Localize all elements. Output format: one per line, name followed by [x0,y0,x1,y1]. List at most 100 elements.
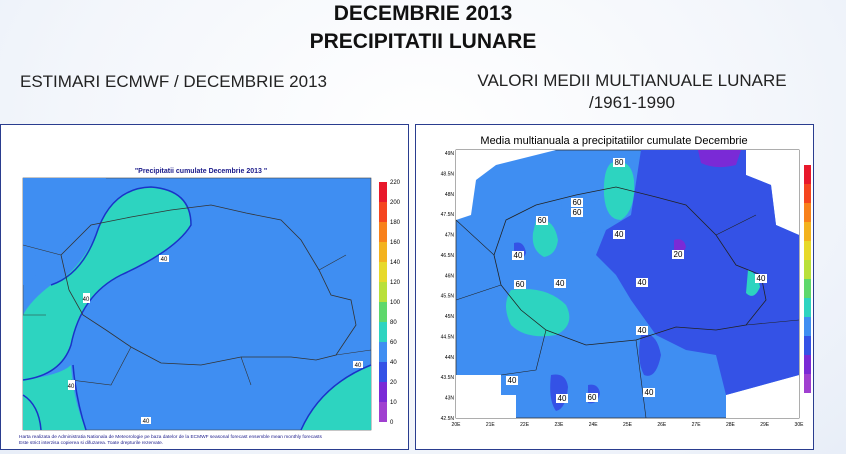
forecast-footnote-line1: Harta realizata de Administratia Nationa… [19,434,322,440]
contour-label-bg [554,279,566,288]
climatology-map: Media multianuala a precipitatiilor cumu… [441,135,824,428]
contour-label-4: 40 [355,363,362,369]
lat-axis-label: 46.5N [441,253,455,259]
lat-axis-label: 43N [445,396,455,402]
page-subtitle: PRECIPITATII LUNARE [309,30,537,53]
left-panel-heading: ESTIMARI ECMWF / DECEMBRIE 2013 [20,72,327,91]
contour-label: 40 [615,230,624,239]
contour-label: 60 [588,393,597,402]
colorbar-swatch [379,402,387,422]
colorbar-swatch [379,182,387,202]
colorbar-tick-label: 160 [390,240,401,246]
contour-label: 60 [516,280,525,289]
contour-label-bg [613,230,625,239]
colorbar-tick-label: 10 [390,400,397,406]
colorbar-swatch [379,242,387,262]
colorbar-swatch [379,262,387,282]
blue-region-northwest-2 [23,178,106,285]
colorbar-swatch [379,302,387,322]
teal-region-southeast [301,365,371,430]
contour-label-5: 40 [143,419,150,425]
unmapped-northwest [456,150,556,220]
contour-label-bg [512,251,524,260]
contour-label-bg [536,216,548,225]
lat-axis-label: 48N [445,192,455,198]
colorbar-tick-label: 20 [390,380,397,386]
contour-line-40-south [72,364,87,431]
colorbar-swatch [804,241,811,260]
lat-axis-label: 45.5N [441,294,455,300]
lon-axis-label: 28E [726,422,736,428]
colorbar-tick-label: 140 [390,260,401,266]
teal-region-north [603,161,635,220]
contour-label: 40 [645,388,654,397]
colorbar-tick-label: 40 [390,360,397,366]
country-border [60,204,357,366]
lon-axis-label: 22E [520,422,530,428]
lat-axis-label: 44.5N [441,334,455,340]
teal-region-center-south [506,289,570,337]
lon-axis-label: 21E [486,422,496,428]
colorbar-swatch [379,362,387,382]
neighbor-borders [455,214,800,419]
contour-label: 40 [556,279,565,288]
lat-axis-label: 48.5N [441,171,455,177]
contour-label: 60 [538,216,547,225]
lat-axis-label: 43.5N [441,375,455,381]
forecast-footnote-line2: Este strict interzisa copierea si difuza… [19,440,163,446]
colorbar-tick-label: 0 [390,420,394,426]
contour-label-bg-3 [68,380,75,390]
lon-axis-label: 30E [795,422,805,428]
contour-label: 40 [638,278,647,287]
colorbar-swatch [804,279,811,298]
right-panel-heading: VALORI MEDII MULTIANUALE LUNARE /1961-19… [452,70,812,114]
contour-label: 40 [558,394,567,403]
right-heading-line1: VALORI MEDII MULTIANUALE LUNARE [477,71,787,90]
dark-spot-southeast [639,334,661,376]
colorbar-swatch [804,355,811,374]
contour-line-40-west [22,186,192,381]
contour-label-bg-1 [159,255,169,262]
contour-label-bg [636,326,648,335]
contour-label-bg-2 [83,293,90,303]
teal-patch-east [746,270,760,296]
contour-label-bg [613,158,625,167]
contour-label: 60 [573,198,582,207]
forecast-map-title: "Precipitatii cumulate Decembrie 2013 " [135,168,267,175]
lon-axis-label: 26E [657,422,667,428]
colorbar-swatch [379,322,387,342]
colorbar-tick-label: 220 [390,180,401,186]
teal-region-west [23,178,191,380]
lat-axis-label: 44N [445,355,455,361]
contour-label: 40 [508,376,517,385]
contour-label-2: 40 [83,297,90,303]
colorbar-tick-label: 120 [390,280,401,286]
climatology-map-title: Media multianuala a precipitatiilor cumu… [480,135,747,147]
climatology-map-panel: Media multianuala a precipitatiilor cumu… [415,124,824,450]
lon-axis-label: 20E [452,422,462,428]
colorbar-swatch [804,374,811,393]
purple-region-north [698,150,741,168]
colorbar-tick-label: 80 [390,320,397,326]
contour-label-bg [643,388,655,397]
lat-axis-label: 45N [445,314,455,320]
contour-label: 20 [674,250,683,259]
unmapped-southwest [456,375,516,418]
colorbar-swatch [804,260,811,279]
contour-label-bg [556,394,568,403]
contour-label-bg [571,198,583,207]
country-border [493,186,767,346]
contour-label-bg [755,274,767,283]
lat-axis-label: 47.5N [441,212,455,218]
colorbar-swatch [804,184,811,203]
lat-axis-label: 46N [445,273,455,279]
colorbar-swatch [379,202,387,222]
contour-label-bg-5 [141,417,151,424]
colorbar-swatch [804,317,811,336]
colorbar-swatch [804,203,811,222]
lat-axis-label: 42.5N [441,416,455,422]
contour-label-bg [514,280,526,289]
forecast-map-panel: "Precipitatii cumulate Decembrie 2013 " … [0,124,409,450]
